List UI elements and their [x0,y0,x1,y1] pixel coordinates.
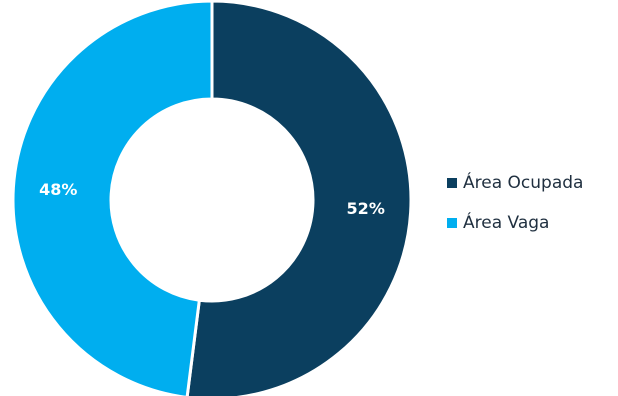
legend-swatch-area-vaga [447,218,457,228]
donut-labels: 52% 48% [39,180,385,218]
slice-label-area-ocupada: 52% [347,199,385,218]
legend-label-area-ocupada: Área Ocupada [463,173,584,193]
legend-item-area-vaga: Área Vaga [447,211,583,235]
donut-slice-area-ocupada [185,0,413,396]
donut-slice-area-vaga [11,0,214,396]
slice-label-area-vaga: 48% [39,180,77,199]
legend-swatch-area-ocupada [447,178,457,188]
legend-label-area-vaga: Área Vaga [463,213,550,233]
donut-slices [11,0,413,396]
chart-legend: Área Ocupada Área Vaga [447,171,583,251]
legend-item-area-ocupada: Área Ocupada [447,171,583,195]
